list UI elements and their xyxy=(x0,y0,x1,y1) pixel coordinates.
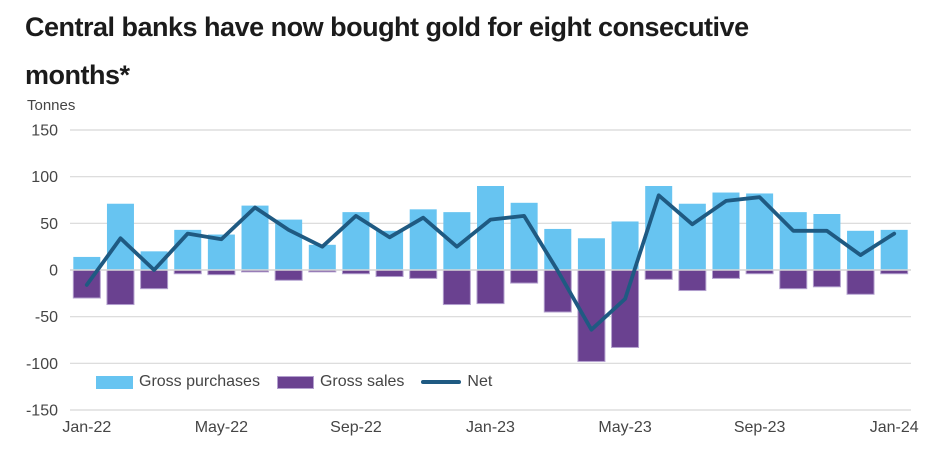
bar-gross-sales xyxy=(846,269,875,295)
bar-gross-purchases xyxy=(544,228,572,270)
y-axis-unit-label: Tonnes xyxy=(27,97,76,114)
bar-gross-sales xyxy=(106,269,135,306)
x-axis-tick-label: Sep-22 xyxy=(330,419,382,436)
legend-label-gross-purchases: Gross purchases xyxy=(139,373,260,390)
bar-gross-sales xyxy=(543,269,572,313)
page-title-line-1: Central banks have now bought gold for e… xyxy=(25,12,749,42)
legend: Gross purchases Gross sales Net xyxy=(96,373,492,391)
bar-gross-purchases xyxy=(813,214,841,270)
bar-gross-sales xyxy=(510,269,539,284)
bar-gross-purchases xyxy=(275,219,303,270)
bar-gross-sales xyxy=(476,269,505,305)
x-axis-tick-label: Jan-24 xyxy=(870,419,919,436)
bar-gross-sales xyxy=(375,269,404,278)
bar-gross-sales xyxy=(409,269,438,279)
bar-gross-sales xyxy=(442,269,471,306)
page-title-line-2: months* xyxy=(25,60,130,90)
y-axis-tick-label: -150 xyxy=(26,403,58,420)
bar-gross-purchases xyxy=(577,238,605,270)
x-axis-tick-label: May-23 xyxy=(598,419,651,436)
y-axis-tick-label: 100 xyxy=(31,169,58,186)
legend-swatch-gross-purchases xyxy=(96,375,133,389)
bar-gross-purchases xyxy=(712,192,740,270)
legend-label-gross-sales: Gross sales xyxy=(319,373,405,390)
bar-gross-sales xyxy=(779,269,808,290)
legend-item-gross-purchases: Gross purchases xyxy=(96,373,260,391)
bar-gross-sales xyxy=(644,269,673,280)
y-axis-tick-label: 150 xyxy=(31,123,58,140)
bar-gross-purchases xyxy=(308,244,336,270)
legend-swatch-net-line xyxy=(421,380,462,384)
x-axis-tick-label: Jan-22 xyxy=(62,419,111,436)
x-axis-tick-label: Jan-23 xyxy=(466,419,515,436)
net-line xyxy=(84,193,897,332)
bar-gross-sales xyxy=(812,269,841,288)
y-axis-tick-label: -50 xyxy=(35,309,58,326)
bar-gross-purchases xyxy=(510,202,538,270)
y-axis-tick-label: 50 xyxy=(40,216,58,233)
legend-item-net: Net xyxy=(421,373,492,391)
bar-gross-sales xyxy=(274,269,303,281)
page-title: Central banks have now bought gold for e… xyxy=(25,3,749,99)
bar-gross-purchases xyxy=(73,256,101,270)
x-axis-tick-label: May-22 xyxy=(195,419,248,436)
y-axis-tick-label: 0 xyxy=(49,263,58,280)
y-axis-tick-label: -100 xyxy=(26,356,58,373)
bar-gross-sales xyxy=(678,269,707,292)
bar-gross-sales xyxy=(140,269,169,290)
bar-gross-purchases xyxy=(880,229,908,270)
legend-label-net: Net xyxy=(467,373,493,390)
bar-gross-purchases xyxy=(611,221,639,270)
x-axis-tick-label: Sep-23 xyxy=(734,419,786,436)
legend-item-gross-sales: Gross sales xyxy=(276,373,405,391)
bar-gross-sales xyxy=(711,269,740,279)
legend-swatch-gross-sales xyxy=(276,375,314,389)
bar-gross-sales xyxy=(207,269,236,276)
